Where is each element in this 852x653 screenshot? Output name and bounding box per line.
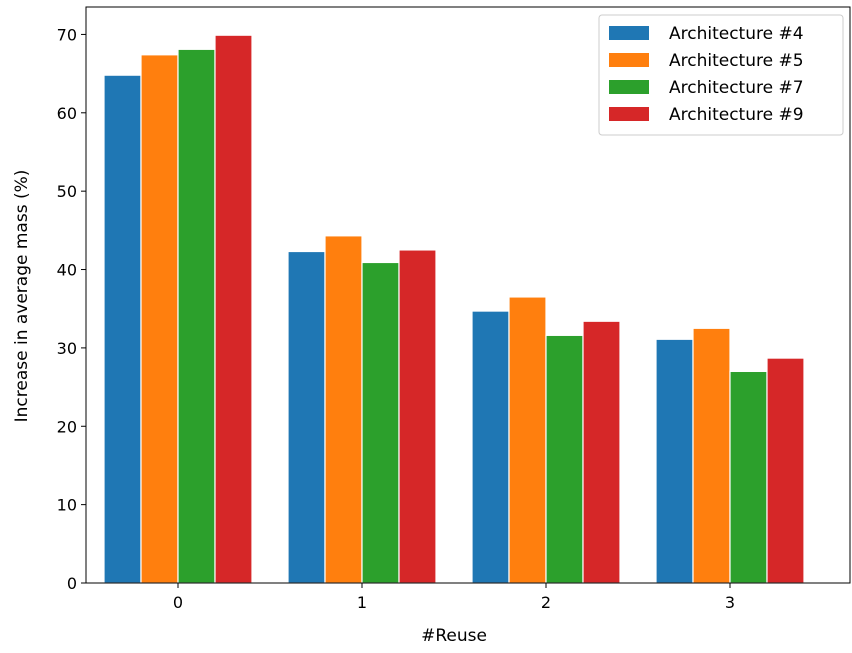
legend-swatch-4	[609, 107, 649, 121]
bars-group	[103, 34, 805, 584]
bar-4-0	[214, 34, 253, 584]
legend-label-2: Architecture #5	[669, 51, 804, 71]
bar-2-1	[324, 235, 363, 584]
axes-group: 0 10 20 30 40 50 60 70 0 1 2 3	[57, 6, 851, 612]
x-tick-label: 1	[357, 593, 367, 612]
plot-frame	[85, 6, 851, 584]
y-tick-label: 30	[57, 339, 77, 358]
y-tick-label: 0	[67, 574, 77, 593]
legend: Architecture #4 Architecture #5 Architectu…	[598, 14, 844, 136]
y-tick-label: 60	[57, 104, 77, 123]
legend-swatch-3	[609, 80, 649, 94]
legend-swatch-2	[609, 53, 649, 67]
x-axis-label: #Reuse	[421, 626, 487, 646]
legend-label-3: Architecture #7	[669, 78, 804, 98]
y-tick-label: 10	[57, 496, 77, 515]
bar-1-3	[655, 338, 694, 584]
y-tick-label: 20	[57, 417, 77, 436]
bar-3-0	[177, 48, 216, 584]
y-tick-label: 40	[57, 261, 77, 280]
legend-box	[598, 14, 844, 136]
bar-2-0	[140, 54, 179, 584]
bar-2-2	[508, 296, 547, 584]
bar-4-3	[766, 357, 805, 584]
x-tick-label: 2	[541, 593, 551, 612]
bar-3-2	[545, 334, 584, 584]
bar-1-2	[471, 310, 510, 584]
bar-1-1	[287, 250, 326, 584]
bar-4-2	[582, 320, 621, 584]
y-tick-label: 50	[57, 182, 77, 201]
bar-4-1	[398, 249, 437, 584]
y-axis-label: Increase in average mass (%)	[12, 170, 32, 423]
bar-3-3	[729, 370, 768, 584]
bar-2-3	[692, 327, 731, 584]
legend-label-1: Architecture #4	[669, 24, 804, 44]
legend-label-4: Architecture #9	[669, 105, 804, 125]
y-tick-label: 70	[57, 25, 77, 44]
bar-3-1	[361, 261, 400, 584]
bar-1-0	[103, 74, 142, 584]
legend-swatch-1	[609, 26, 649, 40]
x-tick-label: 0	[173, 593, 183, 612]
x-tick-label: 3	[725, 593, 735, 612]
